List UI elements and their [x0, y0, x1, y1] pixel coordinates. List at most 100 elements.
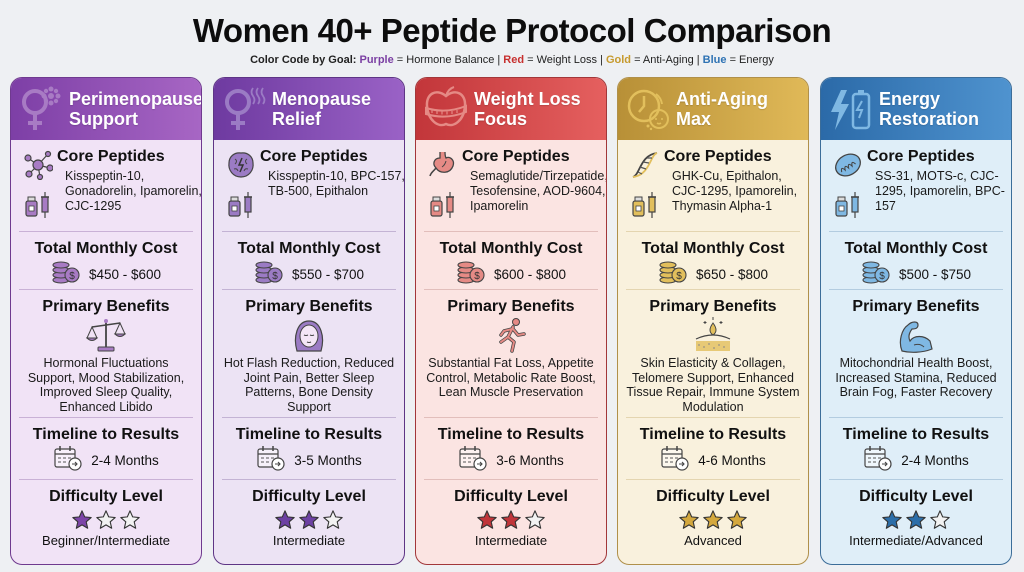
timeline-value: 4-6 Months	[698, 452, 766, 468]
svg-text:$: $	[69, 271, 75, 282]
difficulty-section: Difficulty Level Beginner/Intermediate	[19, 480, 193, 560]
legend-blue: Blue	[702, 54, 727, 66]
timeline-value: 3-5 Months	[294, 452, 362, 468]
core-peptides-heading: Core Peptides	[664, 148, 772, 165]
star-empty-icon	[119, 509, 141, 531]
star-filled-icon	[71, 509, 93, 531]
card-title: Anti-Aging Max	[676, 89, 768, 129]
runner-icon	[491, 317, 531, 358]
cost-value: $550 - $700	[291, 266, 365, 282]
vial-syringe-icon	[429, 192, 459, 218]
cost-value: $600 - $800	[493, 266, 567, 282]
benefits-heading: Primary Benefits	[852, 298, 980, 315]
svg-text:$: $	[474, 271, 480, 282]
benefits-section: Primary Benefits Mitochondrial Health Bo…	[829, 290, 1003, 418]
star-filled-icon	[726, 509, 748, 531]
calendar-icon	[256, 445, 286, 476]
timeline-value: 3-6 Months	[496, 452, 564, 468]
core-peptides-section: Core Peptides GHK-Cu, Epithalon, CJC-129…	[626, 140, 800, 232]
timeline-section: Timeline to Results 3-6 Months	[424, 418, 598, 480]
difficulty-level: Intermediate	[474, 533, 548, 548]
timeline-value: 2-4 Months	[91, 452, 159, 468]
difficulty-heading: Difficulty Level	[252, 488, 366, 505]
brain-icon	[226, 150, 256, 180]
star-filled-icon	[678, 509, 700, 531]
star-filled-icon	[905, 509, 927, 531]
star-filled-icon	[298, 509, 320, 531]
core-peptides-heading: Core Peptides	[867, 148, 975, 165]
benefits-heading: Primary Benefits	[245, 298, 373, 315]
monthly-cost-heading: Total Monthly Cost	[439, 240, 583, 257]
difficulty-section: Difficulty Level Intermediate/Advanced	[829, 480, 1003, 560]
calendar-icon	[53, 445, 83, 476]
difficulty-level: Beginner/Intermediate	[42, 533, 170, 548]
calendar-icon	[660, 445, 690, 476]
card-body: Core Peptides Kisspeptin-10, Gonadorelin…	[11, 140, 201, 560]
difficulty-heading: Difficulty Level	[656, 488, 770, 505]
card-title: Menopause Relief	[272, 89, 372, 129]
cost-value: $500 - $750	[898, 266, 972, 282]
benefits-section: Primary Benefits Hot Flash Reduction, Re…	[222, 290, 396, 418]
protocol-card: Menopause Relief Core Peptides Kisspepti…	[213, 77, 405, 565]
difficulty-level: Intermediate	[272, 533, 346, 548]
difficulty-section: Difficulty Level Advanced	[626, 480, 800, 560]
difficulty-section: Difficulty Level Intermediate	[222, 480, 396, 560]
benefits-text: Skin Elasticity & Collagen, Telomere Sup…	[626, 356, 800, 414]
dna-icon	[630, 150, 660, 180]
benefits-section: Primary Benefits Hormonal Fluctuations S…	[19, 290, 193, 418]
svg-text:$: $	[272, 271, 278, 282]
timeline-section: Timeline to Results 3-5 Months	[222, 418, 396, 480]
card-body: Core Peptides Kisspeptin-10, BPC-157, TB…	[214, 140, 404, 560]
mitochondria-icon	[833, 150, 863, 180]
timeline-value: 2-4 Months	[901, 452, 969, 468]
core-peptides-section: Core Peptides SS-31, MOTS-c, CJC-1295, I…	[829, 140, 1005, 232]
card-header: Perimenopause Support	[11, 78, 201, 140]
benefits-heading: Primary Benefits	[447, 298, 575, 315]
difficulty-section: Difficulty Level Intermediate	[424, 480, 598, 560]
monthly-cost-heading: Total Monthly Cost	[237, 240, 381, 257]
timeline-section: Timeline to Results 2-4 Months	[829, 418, 1003, 480]
vial-syringe-icon	[834, 192, 864, 218]
difficulty-stars	[19, 509, 193, 531]
protocol-card: Weight Loss Focus Core Peptides Semaglut…	[415, 77, 607, 565]
benefits-section: Primary Benefits Substantial Fat Loss, A…	[424, 290, 598, 418]
core-peptides-section: Core Peptides Semaglutide/Tirzepatide, T…	[424, 140, 606, 232]
core-peptides-section: Core Peptides Kisspeptin-10, Gonadorelin…	[19, 140, 201, 232]
coins-icon: $	[456, 259, 486, 290]
difficulty-stars	[222, 509, 396, 531]
star-empty-icon	[322, 509, 344, 531]
legend-prefix: Color Code by Goal:	[250, 54, 357, 66]
monthly-cost-section: Total Monthly Cost $ $650 - $800	[626, 232, 800, 290]
clock-face-icon	[626, 84, 670, 134]
star-filled-icon	[881, 509, 903, 531]
difficulty-stars	[626, 509, 800, 531]
peptide-list: Semaglutide/Tirzepatide, Tesofensine, AO…	[470, 169, 607, 213]
benefits-text: Mitochondrial Health Boost, Increased St…	[835, 356, 997, 399]
card-title: Weight Loss Focus	[474, 89, 581, 129]
coins-icon: $	[254, 259, 284, 290]
coins-icon: $	[51, 259, 81, 290]
protocol-cards: Perimenopause Support Core Peptides Kiss…	[10, 77, 1014, 565]
timeline-heading: Timeline to Results	[842, 426, 990, 443]
color-legend: Color Code by Goal: Purple = Hormone Bal…	[250, 54, 774, 66]
difficulty-level: Intermediate/Advanced	[849, 533, 983, 548]
vial-syringe-icon	[227, 192, 257, 218]
monthly-cost-section: Total Monthly Cost $ $600 - $800	[424, 232, 598, 290]
protocol-card: Energy Restoration Core Peptides SS-31, …	[820, 77, 1012, 565]
difficulty-stars	[829, 509, 1003, 531]
card-header: Anti-Aging Max	[618, 78, 808, 140]
timeline-heading: Timeline to Results	[32, 426, 180, 443]
cost-value: $650 - $800	[695, 266, 769, 282]
card-header: Energy Restoration	[821, 78, 1011, 140]
apple-measuring-tape-icon	[424, 84, 468, 134]
svg-text:$: $	[676, 271, 682, 282]
lightning-battery-icon	[829, 84, 873, 134]
timeline-heading: Timeline to Results	[639, 426, 787, 443]
coins-icon: $	[658, 259, 688, 290]
card-body: Core Peptides GHK-Cu, Epithalon, CJC-129…	[618, 140, 808, 560]
timeline-heading: Timeline to Results	[437, 426, 585, 443]
calendar-icon	[458, 445, 488, 476]
protocol-card: Perimenopause Support Core Peptides Kiss…	[10, 77, 202, 565]
monthly-cost-section: Total Monthly Cost $ $450 - $600	[19, 232, 193, 290]
difficulty-stars	[424, 509, 598, 531]
